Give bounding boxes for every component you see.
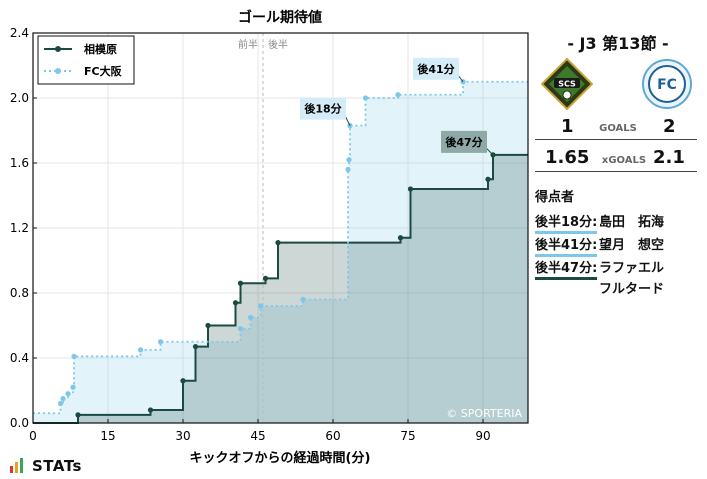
plot-area: 前半 後半 0 15 30 45 60 75 90 0.0 0.4 0.8 1.2 1.6 2.0 2.4 後1… xyxy=(10,26,529,443)
data-point xyxy=(71,353,77,359)
annotation-box xyxy=(413,57,459,80)
y-tick-label: 0.4 xyxy=(10,351,29,365)
data-point xyxy=(75,412,81,418)
data-point xyxy=(247,314,254,320)
data-point xyxy=(237,326,244,332)
stats-brand: STATs xyxy=(32,457,82,475)
data-point xyxy=(485,176,491,182)
y-tick-label: 1.6 xyxy=(10,156,29,170)
scorer-name: 島田 拓海 xyxy=(599,215,665,230)
x-tick-label: 30 xyxy=(175,429,190,443)
data-point xyxy=(147,407,154,413)
divider xyxy=(535,139,697,140)
legend-label: 相模原 xyxy=(84,42,117,56)
x-tick-label: 0 xyxy=(29,429,37,443)
xg-row: 1.65 xGOALS 2.1 xyxy=(533,147,703,171)
data-point xyxy=(275,240,281,246)
data-point xyxy=(346,157,352,163)
scorer-time: 後半41分: xyxy=(535,234,598,257)
series-line xyxy=(33,153,528,424)
data-point xyxy=(192,344,199,350)
home-goals: 1 xyxy=(561,116,574,137)
annotation-box xyxy=(441,130,487,153)
scorer-row: 後半18分: 島田 拓海 xyxy=(535,211,664,234)
x-tick-label: 75 xyxy=(400,429,415,443)
scorer-row: 後半41分: 望月 想空 xyxy=(535,234,664,257)
data-point xyxy=(65,391,71,397)
data-point xyxy=(57,400,64,407)
goals-row: 1 GOALS 2 xyxy=(533,116,703,140)
legend-marker xyxy=(55,68,61,74)
legend: 相模原 FC大阪 xyxy=(37,35,135,85)
data-point xyxy=(362,95,369,101)
away-crest-text: FC xyxy=(657,77,677,93)
xg-chart: ゴール期待値 前半 後半 0 15 30 45 60 75 90 0.0 0.4 0.8 1.2 1.6 2… xyxy=(10,9,529,466)
scorer-time: 後半18分: xyxy=(535,211,598,234)
data-point xyxy=(262,275,269,281)
halftime-label-second: 後半 xyxy=(268,38,288,51)
data-point xyxy=(60,396,66,402)
x-tick-label: 45 xyxy=(250,429,265,443)
y-tick-label: 1.2 xyxy=(10,221,29,235)
data-point xyxy=(157,339,164,345)
matchday-title: - J3 第13節 - xyxy=(567,34,669,53)
annotation-box xyxy=(300,97,346,120)
series-area xyxy=(33,154,528,423)
x-axis-label: キックオフからの経過時間(分) xyxy=(190,450,371,466)
data-point xyxy=(257,303,264,309)
x-tick-label: 90 xyxy=(475,429,490,443)
legend-marker xyxy=(55,46,61,52)
data-point xyxy=(70,384,76,390)
data-point xyxy=(232,300,239,306)
series-area xyxy=(33,81,528,423)
data-point xyxy=(205,322,211,329)
data-point xyxy=(395,92,401,98)
scorers-title: 得点者 xyxy=(535,190,575,205)
home-xg: 1.65 xyxy=(545,147,590,168)
away-xg: 2.1 xyxy=(653,147,685,168)
y-tick-label: 2.4 xyxy=(10,26,29,40)
away-goals: 2 xyxy=(663,116,676,137)
chart-title: ゴール期待値 xyxy=(238,9,322,26)
x-tick-label: 60 xyxy=(325,429,340,443)
data-point xyxy=(407,186,414,192)
x-tick-label: 15 xyxy=(100,429,115,443)
goals-label: GOALS xyxy=(599,123,637,134)
away-team-crest-icon: FC xyxy=(642,59,692,109)
scorer-row: 後半47分: ラファエル フルタード xyxy=(535,257,664,297)
annotation-label: 後18分 xyxy=(304,102,341,116)
xg-label: xGOALS xyxy=(601,155,647,166)
scorer-name: ラファエル フルタード xyxy=(599,261,665,297)
y-tick-label: 2.0 xyxy=(10,91,29,105)
watermark: © SPORTERIA xyxy=(446,407,522,420)
scorer-time: 後半47分: xyxy=(535,257,598,280)
y-tick-label: 0.8 xyxy=(10,286,29,300)
legend-box xyxy=(37,35,135,85)
scorer-name: 望月 想空 xyxy=(599,238,665,253)
data-point xyxy=(345,166,351,173)
annotation-label: 後41分 xyxy=(417,62,454,76)
data-point xyxy=(180,378,186,384)
data-point xyxy=(237,280,244,286)
legend-label: FC大阪 xyxy=(84,64,123,78)
home-team-crest-icon: SCS xyxy=(541,58,593,110)
y-tick-label: 0.0 xyxy=(10,416,29,430)
home-crest-text: SCS xyxy=(558,80,576,89)
data-point xyxy=(300,296,306,303)
annotation-label: 後47分 xyxy=(445,135,482,149)
divider xyxy=(535,171,697,172)
halftime-label-first: 前半 xyxy=(238,38,258,51)
data-point xyxy=(397,235,404,241)
data-point xyxy=(137,347,144,353)
